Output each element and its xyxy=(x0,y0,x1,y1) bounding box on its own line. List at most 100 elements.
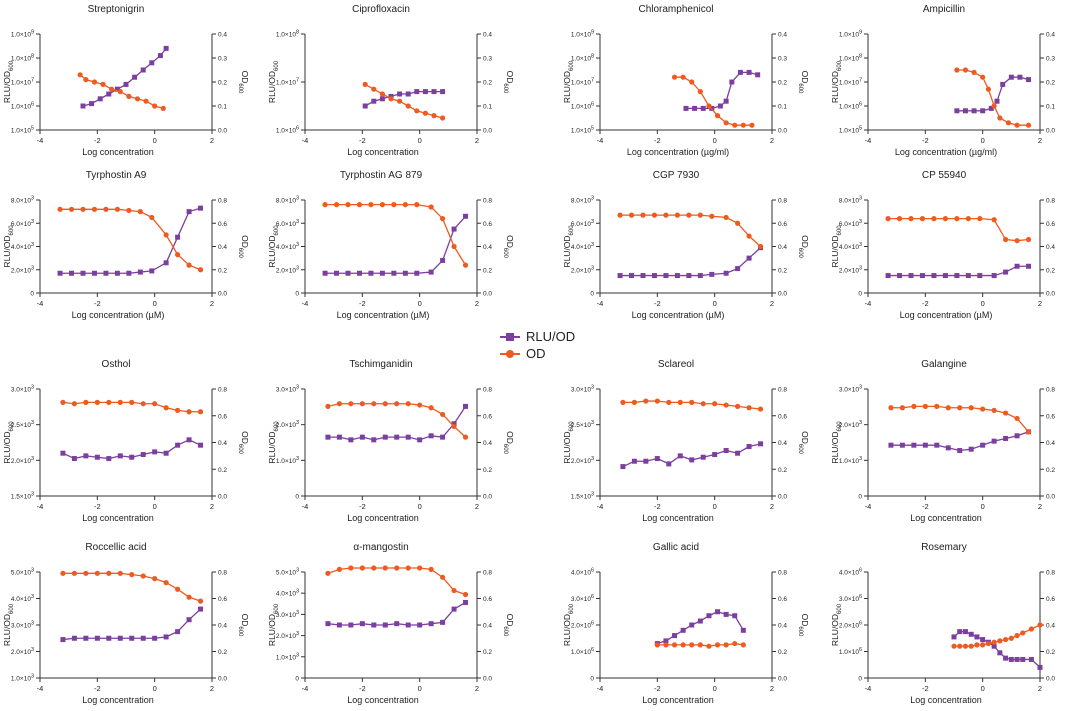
data-point-od xyxy=(962,643,969,649)
data-point-od xyxy=(197,267,204,273)
data-point-od xyxy=(968,405,974,411)
data-point-rlu xyxy=(414,89,420,95)
x-tick-label: 2 xyxy=(210,684,214,693)
left-tick-label: 0 xyxy=(858,291,862,298)
data-point-rlu xyxy=(397,91,403,97)
right-tick-label: 0.4 xyxy=(778,32,787,39)
right-tick-label: 0.1 xyxy=(218,104,227,111)
data-point-rlu xyxy=(325,434,331,440)
data-point-od xyxy=(700,401,706,407)
x-axis-label: Log concentration xyxy=(910,513,982,523)
left-axis-label: RLU/OD600 xyxy=(2,60,15,103)
series-od-line xyxy=(327,567,466,596)
left-tick-label: 4.0×103 xyxy=(839,242,862,251)
series-rlu-line xyxy=(364,90,443,107)
data-point-od xyxy=(197,598,204,604)
data-point-rlu xyxy=(175,234,181,240)
data-point-rlu xyxy=(663,273,669,279)
data-point-rlu xyxy=(643,458,649,464)
x-tick-label: 2 xyxy=(770,684,774,693)
legend: RLU/OD OD xyxy=(500,328,575,362)
data-point-rlu xyxy=(175,629,181,635)
chart-title: Tyrphostin AG 879 xyxy=(340,170,423,181)
data-point-rlu xyxy=(405,434,411,440)
data-point-rlu xyxy=(391,270,397,276)
right-tick-label: 0.2 xyxy=(218,649,227,656)
right-tick-label: 0.2 xyxy=(1046,267,1055,274)
right-tick-label: 0.8 xyxy=(218,387,227,394)
data-point-od xyxy=(991,407,997,413)
data-point-od xyxy=(1025,429,1032,435)
x-tick-label: -2 xyxy=(94,299,101,308)
data-point-rlu xyxy=(114,270,120,276)
left-axis-label: RLU/OD600 xyxy=(830,60,843,103)
chart-panel-2: Chloramphenicol -4 -2 0 2 Log concentration (… xyxy=(562,4,810,157)
data-point-od xyxy=(1037,622,1043,628)
data-point-od xyxy=(697,212,703,218)
right-tick-label: 0.6 xyxy=(483,413,492,420)
left-axis-label: RLU/OD600 xyxy=(267,603,280,646)
chart-panel-15: Rosemary -4 -2 0 2 Log concentration 0 1.0×106 2… xyxy=(830,542,1055,705)
series-rlu-line xyxy=(953,630,1041,668)
data-point-od xyxy=(322,202,328,208)
x-axis-label: Log concentration (µM) xyxy=(72,310,165,320)
left-tick-label: 0 xyxy=(590,676,594,683)
data-point-od xyxy=(671,642,678,648)
data-point-rlu xyxy=(83,453,89,459)
data-point-od xyxy=(359,565,365,571)
data-point-rlu xyxy=(440,89,446,95)
data-point-od xyxy=(1014,238,1020,244)
data-point-rlu xyxy=(140,452,146,458)
data-point-rlu xyxy=(697,618,703,624)
data-point-od xyxy=(152,401,158,407)
x-tick-label: -2 xyxy=(654,684,661,693)
data-point-od xyxy=(106,399,112,405)
data-point-rlu xyxy=(717,103,723,109)
data-point-od xyxy=(723,642,729,648)
data-point-od xyxy=(163,580,169,586)
data-point-rlu xyxy=(431,89,437,95)
right-tick-label: 0.3 xyxy=(483,56,492,63)
data-point-rlu xyxy=(325,621,331,627)
data-point-od xyxy=(631,399,638,405)
data-point-rlu xyxy=(163,45,169,51)
right-tick-label: 0.6 xyxy=(778,596,787,603)
left-tick-label: 1.0×106 xyxy=(839,102,862,111)
legend-swatch-od xyxy=(500,349,520,358)
data-point-rlu xyxy=(899,442,905,448)
data-point-od xyxy=(117,399,123,405)
data-point-rlu xyxy=(123,81,129,87)
data-point-rlu xyxy=(980,442,986,448)
x-tick-label: 0 xyxy=(981,684,985,693)
data-point-od xyxy=(402,202,408,208)
data-point-rlu xyxy=(186,209,192,215)
right-tick-label: 0.8 xyxy=(1046,570,1055,577)
data-point-od xyxy=(689,79,695,85)
x-tick-label: -4 xyxy=(37,684,44,693)
right-tick-label: 0.6 xyxy=(1046,221,1055,228)
left-tick-label: 3.0×103 xyxy=(276,385,299,394)
data-point-od xyxy=(440,216,446,222)
data-point-od xyxy=(1028,626,1034,632)
left-tick-label: 4.0×106 xyxy=(839,568,862,577)
x-tick-label: -4 xyxy=(302,684,309,693)
data-point-od xyxy=(985,640,992,647)
data-point-rlu xyxy=(91,270,97,276)
data-point-od xyxy=(397,98,403,104)
right-tick-label: 0.0 xyxy=(1046,128,1055,135)
left-tick-label: 3.0×103 xyxy=(11,621,34,630)
data-point-rlu xyxy=(129,454,135,460)
data-point-rlu xyxy=(957,448,963,454)
data-point-od xyxy=(740,642,746,648)
data-point-od xyxy=(954,216,960,222)
data-point-rlu xyxy=(94,454,100,460)
data-point-od xyxy=(640,212,646,218)
data-point-od xyxy=(1003,236,1009,243)
chart-panel-11: Galangine -4 -2 0 2 Log concentration 0 1.0×103… xyxy=(830,359,1055,523)
data-point-od xyxy=(126,207,132,214)
legend-item-rlu: RLU/OD xyxy=(500,328,575,345)
chart-panel-8: Osthol -4 -2 0 2 Log concentration 1.5×103 2.0×… xyxy=(2,359,250,523)
data-point-od xyxy=(394,401,400,407)
data-point-od xyxy=(428,566,434,572)
